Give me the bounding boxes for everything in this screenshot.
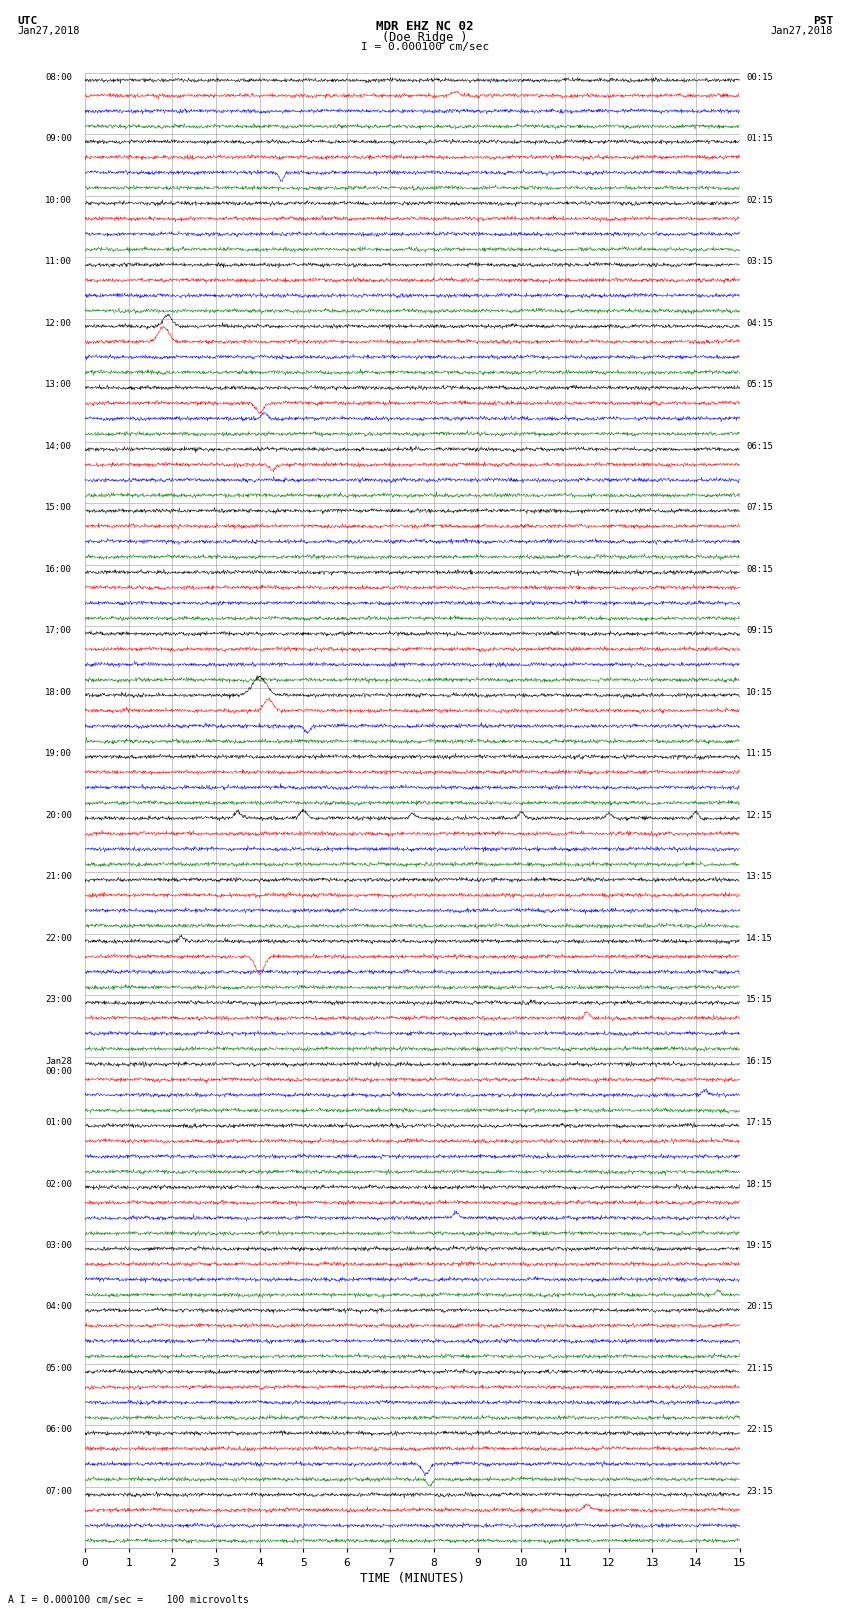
Text: 05:15: 05:15 <box>746 381 773 389</box>
X-axis label: TIME (MINUTES): TIME (MINUTES) <box>360 1571 465 1584</box>
Text: 23:15: 23:15 <box>746 1487 773 1495</box>
Text: 01:00: 01:00 <box>45 1118 72 1127</box>
Text: 00:15: 00:15 <box>746 73 773 82</box>
Text: 12:00: 12:00 <box>45 319 72 327</box>
Text: 15:00: 15:00 <box>45 503 72 511</box>
Text: Jan27,2018: Jan27,2018 <box>770 26 833 35</box>
Text: 09:00: 09:00 <box>45 134 72 144</box>
Text: 23:00: 23:00 <box>45 995 72 1003</box>
Text: MDR EHZ NC 02: MDR EHZ NC 02 <box>377 19 473 34</box>
Text: 13:00: 13:00 <box>45 381 72 389</box>
Text: I = 0.000100 cm/sec: I = 0.000100 cm/sec <box>361 42 489 52</box>
Text: 03:00: 03:00 <box>45 1240 72 1250</box>
Text: 14:15: 14:15 <box>746 934 773 942</box>
Text: 14:00: 14:00 <box>45 442 72 450</box>
Text: 11:15: 11:15 <box>746 748 773 758</box>
Text: 11:00: 11:00 <box>45 256 72 266</box>
Text: 13:15: 13:15 <box>746 873 773 881</box>
Text: 12:15: 12:15 <box>746 810 773 819</box>
Text: 18:00: 18:00 <box>45 687 72 697</box>
Text: Jan27,2018: Jan27,2018 <box>17 26 80 35</box>
Text: PST: PST <box>813 16 833 26</box>
Text: 18:15: 18:15 <box>746 1179 773 1189</box>
Text: 04:00: 04:00 <box>45 1303 72 1311</box>
Text: 22:15: 22:15 <box>746 1426 773 1434</box>
Text: 02:15: 02:15 <box>746 195 773 205</box>
Text: 17:15: 17:15 <box>746 1118 773 1127</box>
Text: 15:15: 15:15 <box>746 995 773 1003</box>
Text: 17:00: 17:00 <box>45 626 72 636</box>
Text: 20:00: 20:00 <box>45 810 72 819</box>
Text: UTC: UTC <box>17 16 37 26</box>
Text: 10:00: 10:00 <box>45 195 72 205</box>
Text: 16:00: 16:00 <box>45 565 72 574</box>
Text: 21:15: 21:15 <box>746 1365 773 1373</box>
Text: 22:00: 22:00 <box>45 934 72 942</box>
Text: 21:00: 21:00 <box>45 873 72 881</box>
Text: 08:15: 08:15 <box>746 565 773 574</box>
Text: 09:15: 09:15 <box>746 626 773 636</box>
Text: 06:15: 06:15 <box>746 442 773 450</box>
Text: 05:00: 05:00 <box>45 1365 72 1373</box>
Text: 07:15: 07:15 <box>746 503 773 511</box>
Text: 10:15: 10:15 <box>746 687 773 697</box>
Text: 16:15: 16:15 <box>746 1057 773 1066</box>
Text: 19:15: 19:15 <box>746 1240 773 1250</box>
Text: 07:00: 07:00 <box>45 1487 72 1495</box>
Text: 04:15: 04:15 <box>746 319 773 327</box>
Text: 06:00: 06:00 <box>45 1426 72 1434</box>
Text: 08:00: 08:00 <box>45 73 72 82</box>
Text: 03:15: 03:15 <box>746 256 773 266</box>
Text: 20:15: 20:15 <box>746 1303 773 1311</box>
Text: (Doe Ridge ): (Doe Ridge ) <box>382 31 468 44</box>
Text: 01:15: 01:15 <box>746 134 773 144</box>
Text: 19:00: 19:00 <box>45 748 72 758</box>
Text: 02:00: 02:00 <box>45 1179 72 1189</box>
Text: Jan28
00:00: Jan28 00:00 <box>45 1057 72 1076</box>
Text: A I = 0.000100 cm/sec =    100 microvolts: A I = 0.000100 cm/sec = 100 microvolts <box>8 1595 249 1605</box>
